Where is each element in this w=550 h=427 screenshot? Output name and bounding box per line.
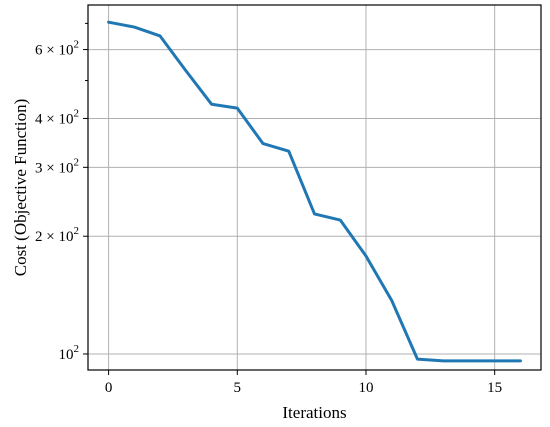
- y-tick-label: 4 × 102: [35, 107, 79, 127]
- y-axis-ticks: 102 2 × 102 3 × 102 4 × 102 6 × 102: [35, 22, 88, 363]
- x-axis-label: Iterations: [282, 403, 346, 422]
- series-layer: [107, 20, 522, 363]
- x-tick-label: 5: [234, 380, 242, 396]
- x-tick-label: 0: [105, 380, 113, 396]
- plot-frame: [87, 4, 542, 371]
- series-line: [107, 20, 522, 363]
- y-tick-label: 102: [59, 343, 80, 363]
- y-tick-label: 6 × 102: [35, 39, 79, 59]
- y-tick-label: 3 × 102: [35, 156, 79, 176]
- grid-lines: [88, 5, 541, 370]
- y-axis-label: Cost (Objective Function): [11, 99, 30, 277]
- x-tick-label: 10: [358, 380, 373, 396]
- x-tick-label: 15: [487, 380, 502, 396]
- y-tick-label: 2 × 102: [35, 225, 79, 245]
- x-axis-ticks: 0 5 10 15: [105, 370, 502, 396]
